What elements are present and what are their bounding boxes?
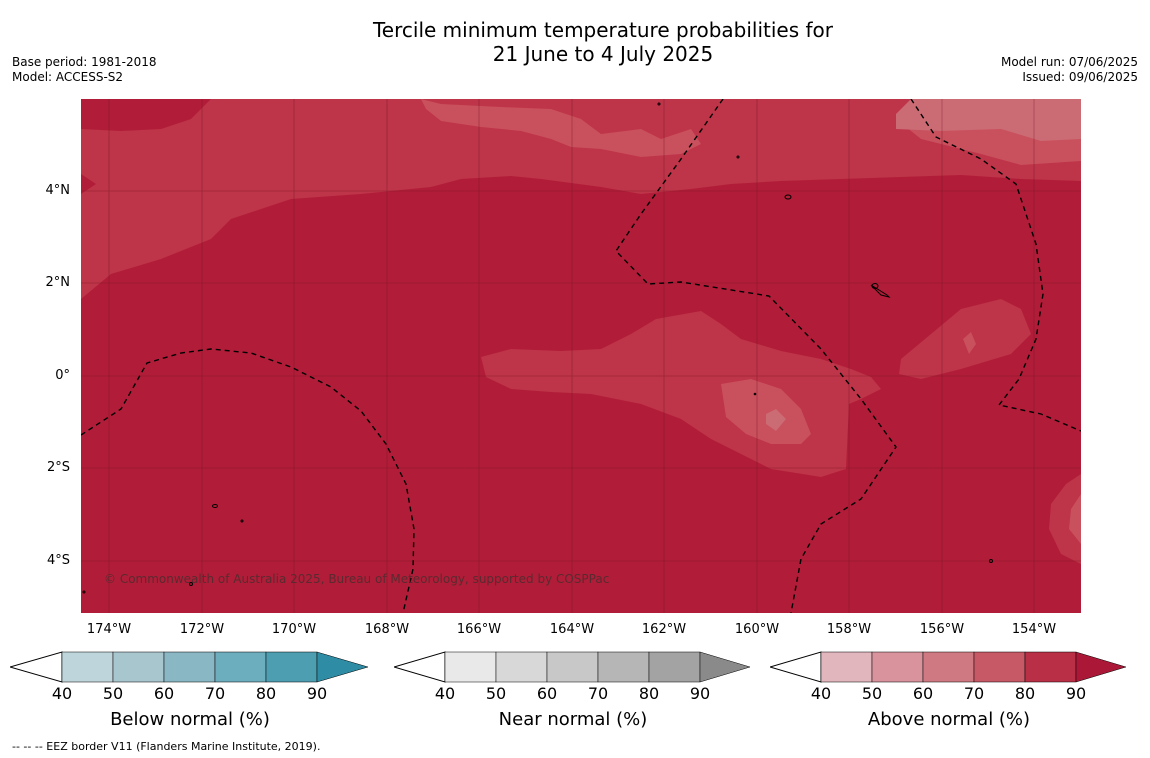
cb-near-tick: 60 xyxy=(536,684,558,703)
cb-below-tick: 70 xyxy=(204,684,226,703)
colorbar-swatch xyxy=(265,651,318,683)
colorbar-above-normal xyxy=(770,651,1127,683)
cb-near-tick: 70 xyxy=(587,684,609,703)
colorbar-swatch xyxy=(495,651,548,683)
colorbar-swatch xyxy=(1024,651,1077,683)
colorbar-swatch xyxy=(546,651,599,683)
colorbar-swatch xyxy=(112,651,165,683)
colorbar-near-normal-label: Near normal (%) xyxy=(498,709,648,730)
cb-below-tick: 40 xyxy=(51,684,73,703)
colorbar-end-tip xyxy=(1075,651,1127,683)
above-80-southeast-patch xyxy=(1049,474,1081,564)
cb-near-tick: 90 xyxy=(689,684,711,703)
lon-label-172w: 172°W xyxy=(179,622,225,637)
map-gridlines xyxy=(81,99,1081,613)
lon-label-164w: 164°W xyxy=(549,622,595,637)
colorbar-swatch xyxy=(871,651,924,683)
lon-label-158w: 158°W xyxy=(826,622,872,637)
colorbar-swatch xyxy=(444,651,497,683)
colorbar-swatch xyxy=(922,651,975,683)
meta-right: Model run: 07/06/2025 Issued: 09/06/2025 xyxy=(1001,55,1138,85)
lon-label-160w: 160°W xyxy=(734,622,780,637)
cb-near-tick: 80 xyxy=(638,684,660,703)
cb-above-tick: 60 xyxy=(912,684,934,703)
colorbar-white-tip xyxy=(394,651,446,683)
lon-label-174w: 174°W xyxy=(86,622,132,637)
cb-below-tick: 60 xyxy=(153,684,175,703)
title-line-1: Tercile minimum temperature probabilitie… xyxy=(372,18,834,42)
lat-label-4s: 4°S xyxy=(46,553,70,568)
lon-label-166w: 166°W xyxy=(456,622,502,637)
colorbar-below-normal-label: Below normal (%) xyxy=(110,709,270,730)
colorbar-swatch xyxy=(597,651,650,683)
meta-left: Base period: 1981-2018 Model: ACCESS-S2 xyxy=(12,55,157,85)
model-run: Model run: 07/06/2025 xyxy=(1000,55,1138,69)
lon-label-168w: 168°W xyxy=(364,622,410,637)
copyright-notice: © Commonwealth of Australia 2025, Bureau… xyxy=(104,572,610,586)
lon-label-154w: 154°W xyxy=(1011,622,1057,637)
colorbar-below-normal xyxy=(10,651,369,683)
above-60-equatorial-spot xyxy=(766,409,786,431)
colorbar-near-normal xyxy=(394,651,751,683)
colorbar-swatch xyxy=(61,651,114,683)
colorbar-swatch xyxy=(820,651,873,683)
cb-near-tick: 50 xyxy=(485,684,507,703)
colorbar-swatch xyxy=(648,651,701,683)
above-80-north-band xyxy=(81,99,1081,299)
cb-below-tick: 90 xyxy=(306,684,328,703)
colorbar-above-normal-label: Above normal (%) xyxy=(867,709,1031,730)
islands xyxy=(82,102,993,594)
colorbar-white-tip xyxy=(770,651,822,683)
cb-above-tick: 80 xyxy=(1014,684,1036,703)
cb-above-tick: 70 xyxy=(963,684,985,703)
cb-above-tick: 40 xyxy=(810,684,832,703)
cb-below-tick: 80 xyxy=(255,684,277,703)
above-70-north-patch xyxy=(421,99,701,157)
above-70-east-spot xyxy=(963,332,976,354)
model-name: Model: ACCESS-S2 xyxy=(12,70,124,84)
colorbar-white-tip xyxy=(10,651,63,683)
lat-label-2s: 2°S xyxy=(46,460,70,475)
lon-label-156w: 156°W xyxy=(919,622,965,637)
eez-borders xyxy=(81,99,1081,613)
above-90-northwest-corner xyxy=(81,99,211,131)
cb-above-tick: 50 xyxy=(861,684,883,703)
eez-footnote: -- -- -- EEZ border V11 (Flanders Marine… xyxy=(12,740,321,753)
colorbar-end-tip xyxy=(316,651,369,683)
lat-label-0: 0° xyxy=(55,368,70,383)
probability-map xyxy=(81,99,1081,613)
colorbar-end-tip xyxy=(699,651,751,683)
above-70-southeast-spot xyxy=(1069,494,1081,544)
lat-label-4n: 4°N xyxy=(45,183,71,198)
issued-date: Issued: 09/06/2025 xyxy=(1022,70,1138,84)
lon-label-162w: 162°W xyxy=(641,622,687,637)
above-70-equatorial-spot xyxy=(721,379,811,444)
cb-below-tick: 50 xyxy=(102,684,124,703)
title-line-2: 21 June to 4 July 2025 xyxy=(492,42,714,66)
lon-label-170w: 170°W xyxy=(271,622,317,637)
lat-label-2n: 2°N xyxy=(45,275,71,290)
cb-above-tick: 90 xyxy=(1065,684,1087,703)
above-90-west-spot xyxy=(81,174,96,194)
colorbar-swatch xyxy=(214,651,267,683)
colorbar-swatch xyxy=(973,651,1026,683)
map-title: Tercile minimum temperature probabilitie… xyxy=(0,18,1150,66)
cb-near-tick: 40 xyxy=(434,684,456,703)
base-period: Base period: 1981-2018 xyxy=(12,55,157,69)
colorbar-swatch xyxy=(163,651,216,683)
